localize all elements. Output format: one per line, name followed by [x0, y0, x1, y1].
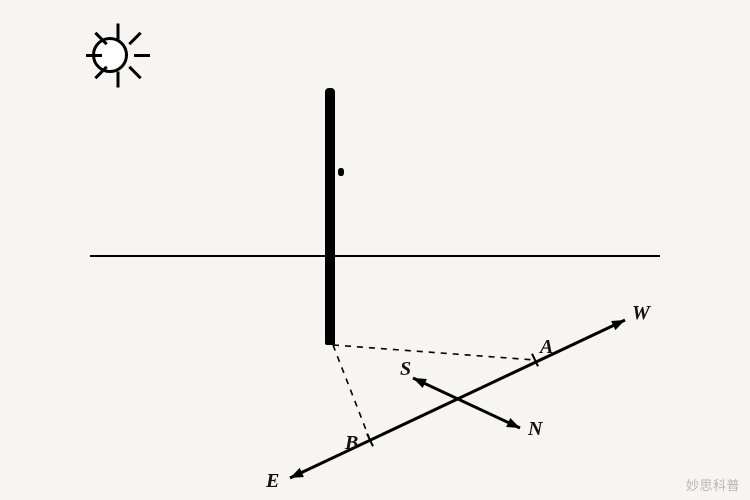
- label-w: W: [632, 302, 650, 325]
- stick-knot: [325, 210, 331, 219]
- label-a: A: [540, 336, 553, 359]
- sun-ray: [128, 65, 141, 78]
- sun-ray: [117, 23, 120, 39]
- label-n: N: [528, 418, 542, 441]
- sun-ray: [117, 71, 120, 87]
- diagram-lines: [0, 0, 750, 500]
- label-b: B: [345, 432, 358, 455]
- horizon-line: [90, 255, 660, 257]
- label-s: S: [400, 358, 411, 381]
- sun-ray: [86, 54, 102, 57]
- sun-ray: [134, 54, 150, 57]
- watermark-text: 妙思科普: [686, 475, 740, 494]
- stick-knot: [338, 168, 344, 176]
- stick-knot: [326, 135, 332, 143]
- diagram-stage: W E S N A B 妙思科普: [0, 0, 750, 500]
- sun-ray: [128, 31, 141, 44]
- label-e: E: [266, 470, 279, 493]
